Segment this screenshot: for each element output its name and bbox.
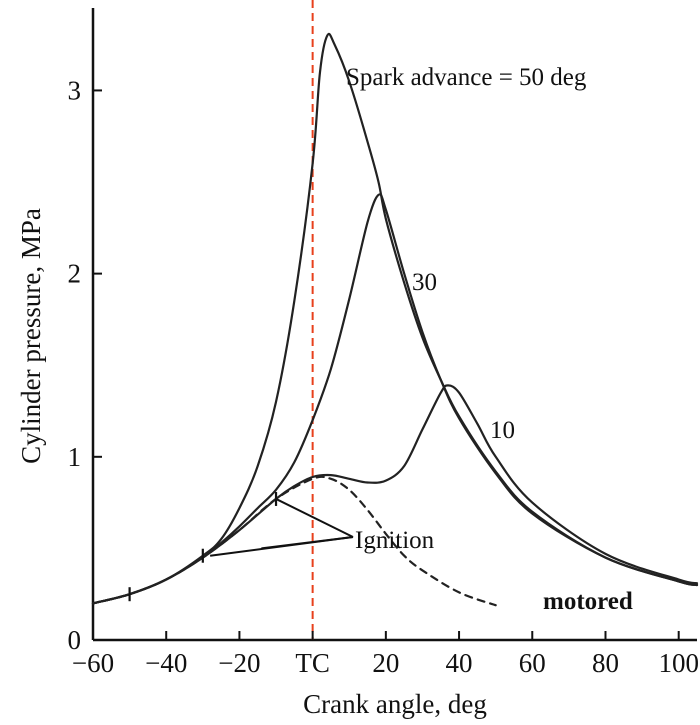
x-tick-label: −40 xyxy=(145,648,187,678)
ignition-pointer xyxy=(210,536,354,557)
y-axis-label: Cylinder pressure, MPa xyxy=(16,208,46,464)
spark-advance-label: Spark advance = 50 deg xyxy=(346,64,587,91)
x-tick-label: 80 xyxy=(592,648,619,678)
x-tick-label: 40 xyxy=(446,648,473,678)
series-line-50-deg xyxy=(91,32,699,605)
series-layer xyxy=(91,32,699,607)
x-tick-label: 60 xyxy=(519,648,546,678)
x-tick-label: −60 xyxy=(72,648,114,678)
x-tick-label: 100 xyxy=(658,648,699,678)
y-tick-label: 0 xyxy=(68,625,82,655)
ignition-label: Ignition xyxy=(355,527,435,554)
x-axis-label: Crank angle, deg xyxy=(303,689,487,719)
x-tick-label: 20 xyxy=(372,648,399,678)
y-tick-label: 3 xyxy=(68,75,82,105)
axes xyxy=(91,8,697,642)
y-tick-label: 2 xyxy=(68,259,82,289)
series-label-30: 30 xyxy=(412,269,437,296)
motored-label: motored xyxy=(543,588,633,615)
y-tick-label: 1 xyxy=(68,442,82,472)
ignition-marks xyxy=(128,491,354,602)
x-tick-label: TC xyxy=(295,648,330,678)
series-label-10: 10 xyxy=(490,417,515,444)
ignition-pointer xyxy=(275,498,354,538)
series-line-30-deg xyxy=(91,193,699,605)
tick-labels: −60 −40 −20 TC 20 40 60 80 100 0 1 2 3 xyxy=(68,75,699,678)
series-line-motored xyxy=(91,475,497,607)
series-line-10-deg xyxy=(91,384,699,605)
x-tick-label: −20 xyxy=(218,648,260,678)
